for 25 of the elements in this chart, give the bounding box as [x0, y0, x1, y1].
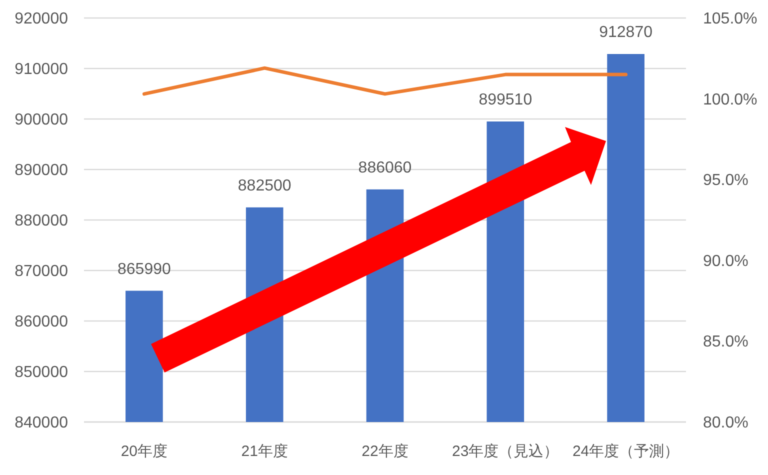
x-tick-label: 20年度 — [120, 443, 168, 460]
y-tick-label: 920000 — [14, 10, 68, 28]
y-tick-label: 850000 — [14, 364, 68, 381]
y2-tick-label: 90.0% — [703, 252, 748, 270]
y-tick-label: 840000 — [14, 414, 68, 432]
x-tick-label: 24年度（予測） — [572, 443, 680, 460]
y-tick-label: 900000 — [14, 112, 68, 128]
x-tick-label: 22年度 — [362, 443, 408, 460]
y-tick-label: 870000 — [14, 263, 68, 280]
y-tick-label: 860000 — [14, 314, 68, 330]
data-label: 899510 — [478, 91, 532, 108]
data-label: 886060 — [358, 159, 412, 176]
x-tick-label: 23年度（見込） — [452, 443, 559, 460]
y2-tick-label: 95.0% — [703, 172, 748, 190]
y2-tick-label: 85.0% — [703, 334, 748, 351]
data-label: 865990 — [118, 260, 171, 278]
x-tick-label: 21年度 — [241, 443, 288, 460]
y-tick-label: 910000 — [14, 61, 68, 78]
y-tick-label: 890000 — [14, 162, 68, 179]
data-label: 912870 — [599, 24, 653, 42]
y2-tick-label: 105.0% — [703, 10, 758, 28]
y2-tick-label: 100.0% — [703, 91, 758, 108]
y2-tick-label: 80.0% — [703, 414, 748, 432]
data-label: 882500 — [238, 177, 292, 194]
y-tick-label: 880000 — [14, 212, 68, 230]
